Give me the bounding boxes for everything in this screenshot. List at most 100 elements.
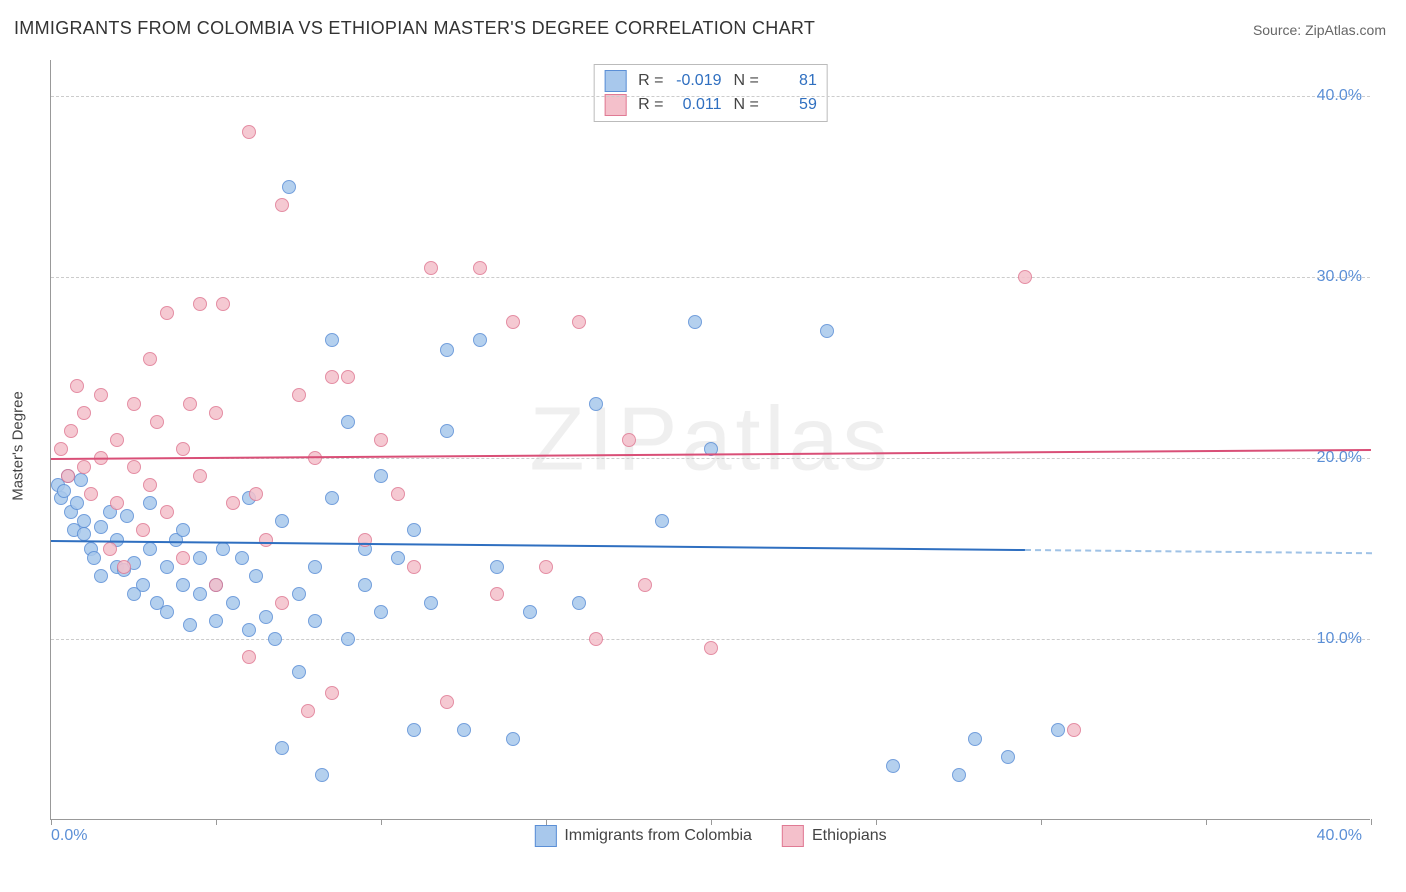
legend-swatch-series-1 (782, 825, 804, 847)
data-point (325, 686, 339, 700)
data-point (94, 388, 108, 402)
data-point (638, 578, 652, 592)
data-point (216, 542, 230, 556)
data-point (160, 306, 174, 320)
x-tick-label-end: 40.0% (1317, 827, 1362, 845)
r-value-series-0: -0.019 (672, 72, 722, 90)
gridline-h (51, 639, 1370, 640)
data-point (407, 723, 421, 737)
data-point (193, 587, 207, 601)
data-point (275, 741, 289, 755)
data-point (341, 415, 355, 429)
data-point (391, 487, 405, 501)
data-point (193, 551, 207, 565)
data-point (1051, 723, 1065, 737)
data-point (572, 315, 586, 329)
data-point (704, 641, 718, 655)
x-tick (546, 819, 547, 825)
y-tick-label: 30.0% (1317, 268, 1362, 286)
data-point (70, 379, 84, 393)
data-point (506, 315, 520, 329)
data-point (70, 496, 84, 510)
r-value-series-1: 0.011 (672, 96, 722, 114)
data-point (440, 424, 454, 438)
data-point (242, 125, 256, 139)
data-point (209, 578, 223, 592)
data-point (84, 487, 98, 501)
data-point (457, 723, 471, 737)
data-point (424, 596, 438, 610)
data-point (183, 397, 197, 411)
data-point (176, 523, 190, 537)
data-point (216, 297, 230, 311)
data-point (325, 370, 339, 384)
data-point (523, 605, 537, 619)
data-point (308, 560, 322, 574)
data-point (292, 665, 306, 679)
legend-item: Ethiopians (782, 825, 887, 847)
data-point (103, 542, 117, 556)
x-tick (711, 819, 712, 825)
data-point (374, 433, 388, 447)
data-point (440, 695, 454, 709)
data-point (424, 261, 438, 275)
x-tick (1041, 819, 1042, 825)
data-point (57, 484, 71, 498)
y-axis-label: Master's Degree (10, 391, 27, 501)
chart-container: IMMIGRANTS FROM COLOMBIA VS ETHIOPIAN MA… (0, 0, 1406, 892)
data-point (143, 542, 157, 556)
data-point (473, 261, 487, 275)
data-point (54, 442, 68, 456)
data-point (308, 614, 322, 628)
data-point (127, 397, 141, 411)
data-point (391, 551, 405, 565)
gridline-h (51, 277, 1370, 278)
data-point (183, 618, 197, 632)
data-point (282, 180, 296, 194)
chart-title: IMMIGRANTS FROM COLOMBIA VS ETHIOPIAN MA… (14, 18, 815, 39)
data-point (87, 551, 101, 565)
data-point (886, 759, 900, 773)
x-tick (1371, 819, 1372, 825)
trend-line (51, 540, 1025, 551)
data-point (209, 614, 223, 628)
data-point (275, 596, 289, 610)
data-point (160, 560, 174, 574)
trend-line-extension (1024, 549, 1371, 554)
data-point (226, 496, 240, 510)
y-tick-label: 10.0% (1317, 630, 1362, 648)
n-value-series-0: 81 (767, 72, 817, 90)
legend-swatch-series-0 (534, 825, 556, 847)
data-point (259, 533, 273, 547)
data-point (160, 505, 174, 519)
x-tick (216, 819, 217, 825)
data-point (1018, 270, 1032, 284)
data-point (952, 768, 966, 782)
y-tick-label: 40.0% (1317, 87, 1362, 105)
data-point (315, 768, 329, 782)
source-attribution: Source: ZipAtlas.com (1253, 22, 1386, 38)
legend-swatch-series-1 (604, 94, 626, 116)
x-tick-label-start: 0.0% (51, 827, 87, 845)
data-point (572, 596, 586, 610)
data-point (249, 569, 263, 583)
data-point (490, 587, 504, 601)
data-point (655, 514, 669, 528)
x-tick (381, 819, 382, 825)
data-point (275, 198, 289, 212)
x-tick (51, 819, 52, 825)
legend-stats: R = -0.019 N = 81 R = 0.011 N = 59 (593, 64, 828, 122)
data-point (61, 469, 75, 483)
data-point (117, 560, 131, 574)
legend-label: Immigrants from Colombia (564, 827, 752, 845)
data-point (325, 491, 339, 505)
data-point (94, 520, 108, 534)
data-point (150, 415, 164, 429)
data-point (77, 460, 91, 474)
data-point (622, 433, 636, 447)
data-point (226, 596, 240, 610)
n-label: N = (734, 96, 759, 114)
data-point (160, 605, 174, 619)
data-point (1067, 723, 1081, 737)
data-point (374, 469, 388, 483)
